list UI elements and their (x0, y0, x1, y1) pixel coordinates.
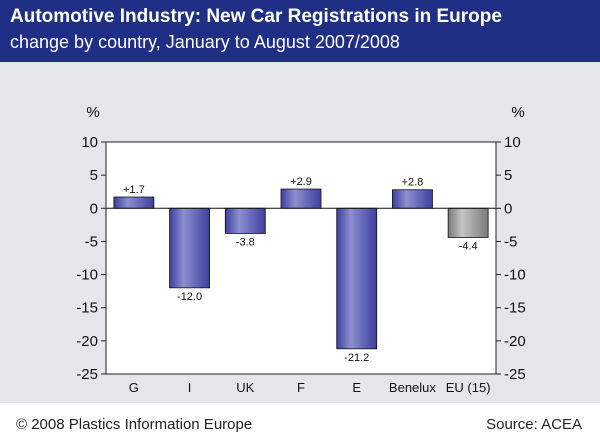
y-tick-label-left: 10 (81, 134, 98, 151)
bar-e (336, 207, 378, 350)
y-tick-label-left: -20 (76, 333, 98, 350)
y-tick-label-right: -25 (504, 366, 526, 383)
bar-eu-15 (447, 207, 489, 238)
bar-uk (224, 207, 266, 234)
bar-f (280, 188, 322, 209)
x-category-label: I (188, 380, 192, 395)
bar-value-label: -4.4 (459, 240, 478, 252)
y-tick-label-right: -15 (504, 300, 526, 317)
bar-value-label: +2.9 (290, 176, 312, 188)
y-tick-label-right: 5 (504, 167, 512, 184)
bar-g (113, 196, 155, 209)
bar-i (169, 207, 210, 289)
bar-value-label: +2.8 (402, 177, 424, 189)
y-axis-unit-left: % (86, 104, 99, 121)
y-tick-label-right: -5 (504, 233, 517, 250)
bar-benelux (392, 189, 433, 209)
bar-value-label: -3.8 (236, 236, 255, 248)
y-tick-label-left: -5 (85, 233, 98, 250)
bar-value-label: +1.7 (123, 184, 145, 196)
bar-chart: 10 10 5 5 0 0 -5 -5 -10 -10 -15 -15 -20 -20 -25 -25 +1.… (76, 104, 526, 395)
y-axis-unit-right: % (511, 104, 524, 121)
bar-value-label: -21.2 (344, 352, 369, 364)
x-category-label: E (352, 380, 361, 395)
y-tick-label-right: -10 (504, 267, 526, 284)
y-tick-label-right: 0 (504, 200, 512, 217)
source-text: Source: ACEA (486, 416, 582, 433)
x-category-label: EU (15) (446, 380, 491, 395)
chart-title: Automotive Industry: New Car Registratio… (10, 6, 502, 27)
y-tick-label-left: 0 (90, 200, 98, 217)
y-tick-label-left: -15 (76, 300, 98, 317)
x-category-label: F (297, 380, 305, 395)
x-category-label: G (129, 380, 139, 395)
chart-panel: 10 10 5 5 0 0 -5 -5 -10 -10 -15 -15 -20 -20 -25 -25 +1.… (0, 62, 600, 403)
y-tick-label-left: -25 (76, 366, 98, 383)
copyright-text: © 2008 Plastics Information Europe (16, 416, 253, 433)
chart-header: Automotive Industry: New Car Registratio… (0, 0, 600, 62)
bar-value-label: -12.0 (177, 291, 202, 303)
x-category-label: Benelux (389, 380, 436, 395)
y-tick-label-right: -20 (504, 333, 526, 350)
x-category-label: UK (236, 380, 254, 395)
y-tick-label-left: -10 (76, 267, 98, 284)
y-tick-label-right: 10 (504, 134, 521, 151)
y-tick-label-left: 5 (90, 167, 98, 184)
chart-subtitle: change by country, January to August 200… (10, 32, 400, 52)
